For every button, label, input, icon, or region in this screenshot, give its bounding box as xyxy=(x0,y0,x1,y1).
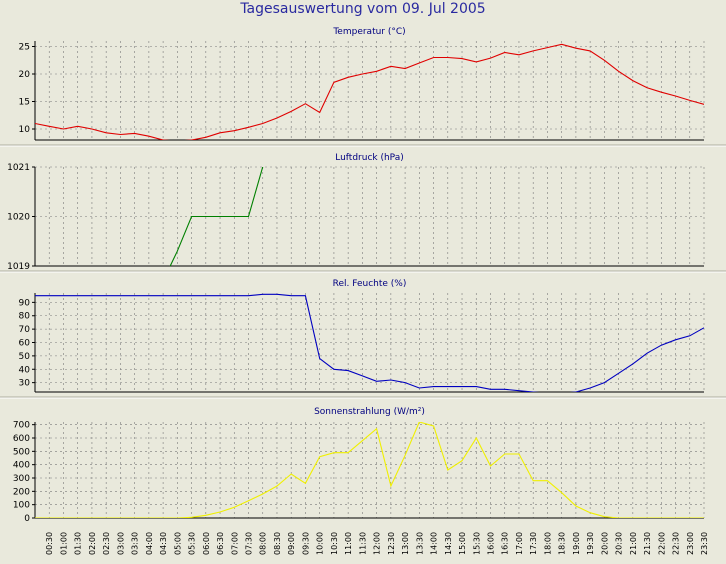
x-tick-label: 23:30 xyxy=(700,532,709,555)
x-tick-label: 11:00 xyxy=(344,532,353,555)
x-tick-label: 10:00 xyxy=(316,532,325,555)
y-tick-label: 1020 xyxy=(7,213,30,223)
y-tick-label: 1021 xyxy=(7,163,30,173)
page-title: Tagesauswertung vom 09. Jul 2005 xyxy=(240,1,486,17)
y-tick-label: 25 xyxy=(19,43,30,53)
y-tick-label: 50 xyxy=(19,352,31,362)
y-tick-label: 40 xyxy=(19,365,31,375)
x-tick-label: 14:00 xyxy=(430,532,439,555)
panel-1: Luftdruck (hPa) 1019 1020 1021 xyxy=(0,153,726,273)
x-tick-label: 19:30 xyxy=(586,532,595,555)
x-tick-label: 21:30 xyxy=(643,532,652,555)
x-tick-label: 12:00 xyxy=(373,532,382,555)
x-tick-label: 08:30 xyxy=(273,532,282,555)
x-tick-label: 01:00 xyxy=(59,532,68,555)
x-tick-label: 08:00 xyxy=(259,532,268,555)
x-tick-label: 09:00 xyxy=(287,532,296,555)
y-tick-label: 10 xyxy=(19,125,31,135)
panel-title: Luftdruck (hPa) xyxy=(335,153,404,163)
panel-3: Sonnenstrahlung (W/m²) 0 100 200 300 400 500 60… xyxy=(13,407,705,524)
x-tick-label: 01:30 xyxy=(74,532,83,555)
x-tick-label: 21:00 xyxy=(629,532,638,555)
y-tick-label: 300 xyxy=(13,474,30,484)
y-tick-label: 700 xyxy=(13,421,30,431)
y-tick-label: 80 xyxy=(19,312,31,322)
y-tick-label: 200 xyxy=(13,487,30,497)
y-tick-label: 90 xyxy=(19,298,31,308)
x-tick-label: 22:30 xyxy=(672,532,681,555)
x-tick-label: 02:30 xyxy=(102,532,111,555)
x-tick-label: 19:00 xyxy=(572,532,581,555)
x-tick-label: 20:00 xyxy=(600,532,609,555)
x-tick-label: 15:30 xyxy=(472,532,481,555)
x-tick-label: 18:00 xyxy=(543,532,552,555)
x-tick-label: 03:00 xyxy=(116,532,125,555)
x-tick-label: 02:00 xyxy=(88,532,97,555)
x-tick-label: 07:30 xyxy=(245,532,254,555)
x-tick-label: 18:30 xyxy=(558,532,567,555)
panel-0: Temperatur (°C) 10 15 20 25 xyxy=(0,27,726,147)
x-tick-label: 16:30 xyxy=(501,532,510,555)
x-tick-label: 13:00 xyxy=(401,532,410,555)
y-tick-label: 70 xyxy=(19,325,31,335)
series-line xyxy=(35,422,704,518)
x-tick-label: 23:00 xyxy=(686,532,695,555)
x-tick-label: 12:30 xyxy=(387,532,396,555)
y-tick-label: 100 xyxy=(13,501,30,511)
x-tick-label: 13:30 xyxy=(415,532,424,555)
x-tick-label: 15:00 xyxy=(458,532,467,555)
x-tick-label: 05:30 xyxy=(188,532,197,555)
x-tick-label: 11:30 xyxy=(358,532,367,555)
y-tick-label: 1019 xyxy=(7,262,30,272)
x-tick-label: 05:00 xyxy=(173,532,182,555)
x-tick-label: 09:30 xyxy=(301,532,310,555)
x-tick-label: 04:00 xyxy=(145,532,154,555)
panel-title: Temperatur (°C) xyxy=(332,27,405,37)
x-tick-label: 00:30 xyxy=(45,532,54,555)
x-tick-label: 17:30 xyxy=(529,532,538,555)
y-tick-label: 20 xyxy=(19,70,31,80)
x-tick-label: 06:00 xyxy=(202,532,211,555)
x-tick-label: 10:30 xyxy=(330,532,339,555)
y-tick-label: 500 xyxy=(13,447,30,457)
x-tick-label: 03:30 xyxy=(131,532,140,555)
series-line xyxy=(35,43,704,140)
x-tick-label: 16:00 xyxy=(486,532,495,555)
panel-title: Sonnenstrahlung (W/m²) xyxy=(314,407,425,417)
series-line xyxy=(35,293,704,392)
x-tick-label: 06:30 xyxy=(216,532,225,555)
y-tick-label: 600 xyxy=(13,434,30,444)
x-axis-labels: 00:30 01:00 01:30 02:00 02:30 03:00 03:30 04:00… xyxy=(45,532,709,555)
panel-title: Rel. Feuchte (%) xyxy=(333,279,407,289)
y-tick-label: 60 xyxy=(19,339,31,349)
x-tick-label: 17:00 xyxy=(515,532,524,555)
y-tick-label: 15 xyxy=(19,98,30,108)
x-tick-label: 20:30 xyxy=(615,532,624,555)
x-tick-label: 07:00 xyxy=(230,532,239,555)
x-tick-label: 22:00 xyxy=(657,532,666,555)
y-tick-label: 30 xyxy=(19,379,31,389)
y-tick-label: 0 xyxy=(24,514,30,524)
x-tick-label: 04:30 xyxy=(159,532,168,555)
panel-2: Rel. Feuchte (%) 30 40 50 60 70 80 90 xyxy=(0,279,726,399)
y-tick-label: 400 xyxy=(13,461,30,471)
x-tick-label: 14:30 xyxy=(444,532,453,555)
